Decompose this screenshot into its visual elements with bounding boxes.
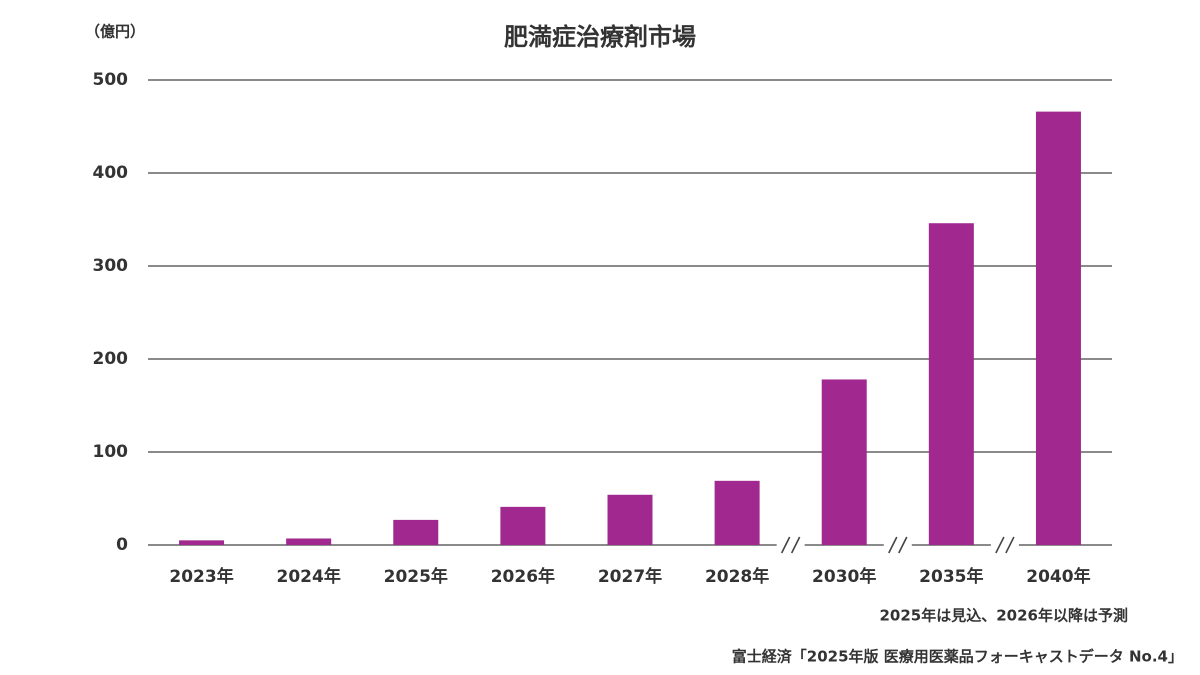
bar xyxy=(714,480,760,545)
axis-break-mark xyxy=(790,536,801,554)
axis-break-mark xyxy=(1005,536,1015,554)
x-tick-label: 2026年 xyxy=(491,566,555,587)
y-tick-label: 0 xyxy=(116,535,128,555)
source: 富士経済「2025年版 医療用医薬品フォーキャストデータ No.4」 xyxy=(732,648,1183,666)
y-tick-label: 400 xyxy=(93,163,129,183)
axis-break-mark xyxy=(898,536,908,554)
bar xyxy=(500,506,546,545)
y-tick-label: 500 xyxy=(93,70,129,90)
chart-title: 肥満症治療剤市場 xyxy=(504,23,696,51)
x-tick-label: 2023年 xyxy=(169,566,233,587)
x-tick-label: 2035年 xyxy=(919,566,983,587)
axis-break-gap xyxy=(883,542,912,548)
y-tick-label: 100 xyxy=(93,442,129,462)
note: 2025年は見込、2026年以降は予測 xyxy=(880,607,1129,625)
bar xyxy=(393,519,439,545)
bar xyxy=(179,540,225,545)
axis-break-gap xyxy=(776,542,805,548)
x-tick-label: 2030年 xyxy=(812,566,876,587)
bar xyxy=(821,379,867,545)
x-tick-label: 2040年 xyxy=(1026,566,1090,587)
x-tick-label: 2028年 xyxy=(705,566,769,587)
axis-break-mark xyxy=(888,536,898,554)
y-axis-label: （億円） xyxy=(85,23,145,41)
bar xyxy=(607,494,653,545)
x-tick-label: 2024年 xyxy=(277,566,341,587)
axis-break-mark xyxy=(995,536,1005,554)
x-tick-label: 2025年 xyxy=(384,566,448,587)
bar xyxy=(286,538,332,545)
bar xyxy=(928,223,974,545)
x-tick-label: 2027年 xyxy=(598,566,662,587)
y-tick-label: 200 xyxy=(93,349,129,369)
y-tick-label: 300 xyxy=(93,256,129,276)
axis-break-gap xyxy=(990,542,1019,548)
axis-break-mark xyxy=(780,536,791,554)
bar xyxy=(1035,111,1081,546)
